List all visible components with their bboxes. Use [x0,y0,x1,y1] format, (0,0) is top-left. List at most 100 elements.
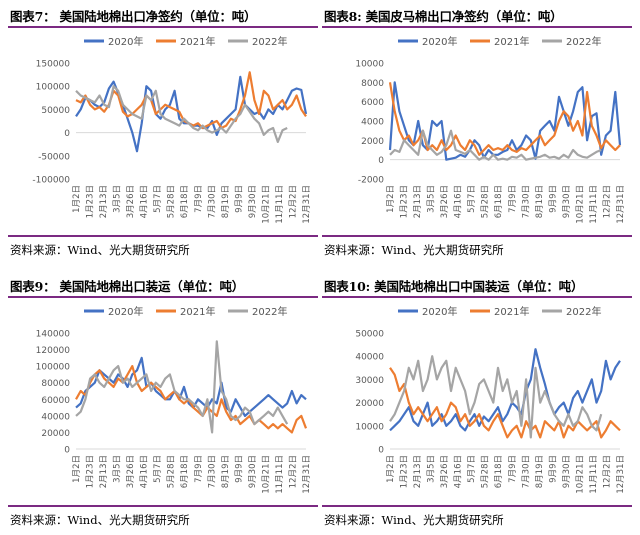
x-tick-label: 1月2日 [72,185,82,213]
x-tick-label: 7月9日 [508,185,518,213]
x-tick-label: 3月26日 [440,455,450,488]
chart-title: 图表9： 美国陆地棉出口装运（单位：吨） [10,279,245,294]
y-tick-label: 40000 [41,412,70,422]
x-tick-label: 9月30日 [248,185,258,218]
chart-title: 图表8: 美国皮马棉出口净签约（单位：吨） [324,9,563,24]
x-tick-label: 4月16日 [454,455,464,488]
source-note: 资料来源：Wind、光大期货研究所 [10,513,190,527]
x-tick-label: 1月23日 [400,455,410,488]
x-tick-label: 5月7日 [467,185,477,213]
x-tick-label: 6月18日 [180,455,190,488]
y-tick-label: 4000 [361,118,384,128]
x-tick-label: 6月18日 [494,185,504,218]
x-tick-label: 1月23日 [400,185,410,218]
y-tick-label: 40000 [355,353,384,363]
x-tick-label: 9月9日 [548,455,558,483]
x-tick-label: 1月23日 [86,455,96,488]
chart-title: 图表7： 美国陆地棉出口净签约（单位：吨） [10,9,257,24]
y-tick-label: 6000 [361,98,384,108]
x-tick-label: 3月26日 [126,185,136,218]
x-tick-label: 12月31日 [616,455,626,494]
x-tick-label: 7月9日 [194,455,204,483]
x-tick-label: 7月30日 [521,185,531,218]
x-tick-label: 5月28日 [167,185,177,218]
chart-panel-10: 图表10: 美国陆地棉出口中国装运（单位：吨） 2020年 2021年 2022年 0… [322,270,632,535]
source-divider [322,505,632,507]
x-tick-label: 7月9日 [194,185,204,213]
series-line-2020年 [75,356,307,417]
legend-label: 2020年 [422,305,457,318]
x-tick-label: 11月11日 [589,185,599,224]
y-tick-label: 140000 [36,330,71,340]
series-line-2020年 [389,348,621,432]
x-tick-label: 9月30日 [562,455,572,488]
source-divider [8,505,318,507]
x-tick-label: 5月28日 [481,185,491,218]
y-tick-label: 2000 [361,137,384,147]
x-tick-label: 1月2日 [72,455,82,483]
y-tick-label: 10000 [355,422,384,432]
x-tick-label: 12月31日 [616,185,626,224]
x-tick-label: 5月7日 [153,455,163,483]
series-line-2022年 [75,340,289,434]
y-tick-label: 0 [378,156,384,166]
x-tick-label: 9月9日 [234,185,244,213]
x-tick-label: 8月19日 [221,455,231,488]
x-tick-label: 7月30日 [207,455,217,488]
y-tick-label: 0 [378,446,384,456]
legend-label: 2021年 [180,305,215,318]
y-tick-label: 8000 [361,79,384,89]
x-tick-label: 3月5日 [113,185,123,213]
legend-label: 2021年 [494,35,529,48]
x-tick-label: 12月2日 [288,185,298,218]
x-tick-label: 11月11日 [275,185,285,224]
x-tick-label: 12月2日 [602,185,612,218]
y-tick-label: 100000 [36,83,71,93]
y-tick-label: 10000 [355,60,384,70]
x-tick-label: 2月13日 [413,185,423,218]
y-tick-label: 100000 [36,363,71,373]
x-tick-label: 3月5日 [427,455,437,483]
x-tick-label: 10月21日 [261,455,271,494]
series-line-2020年 [75,75,308,153]
legend-label: 2022年 [566,305,601,318]
title-divider [8,296,318,298]
legend-label: 2021年 [494,305,529,318]
x-tick-label: 4月16日 [140,185,150,218]
x-tick-label: 2月13日 [413,455,423,488]
x-tick-label: 1月23日 [86,185,96,218]
legend-label: 2020年 [108,305,143,318]
x-tick-label: 4月16日 [454,185,464,218]
chart-panel-9: 图表9： 美国陆地棉出口装运（单位：吨） 2020年 2021年 2022年 0 200… [8,270,318,535]
y-tick-label: -2000 [358,176,384,186]
x-tick-label: 5月28日 [481,455,491,488]
x-tick-label: 2月13日 [99,185,109,218]
source-note: 资料来源：Wind、光大期货研究所 [324,513,504,527]
line-chart: 2020年 2021年 2022年 -2000 0 2000 4000 6000 8000 100… [355,35,626,224]
x-tick-label: 6月18日 [494,455,504,488]
y-tick-label: 120000 [36,346,71,356]
legend-label: 2022年 [252,35,287,48]
y-tick-label: 20000 [355,399,384,409]
source-note: 资料来源：Wind、光大期货研究所 [324,243,504,257]
x-tick-label: 4月16日 [140,455,150,488]
series-line-2021年 [388,82,621,156]
x-tick-label: 12月2日 [602,455,612,488]
y-tick-label: -100000 [32,176,70,186]
title-divider [322,26,632,28]
x-tick-label: 6月18日 [180,185,190,218]
x-tick-label: 1月2日 [386,185,396,213]
x-tick-label: 11月11日 [589,455,599,494]
x-tick-label: 3月5日 [113,455,123,483]
y-tick-label: 150000 [36,60,71,70]
x-tick-label: 5月7日 [153,185,163,213]
source-divider [322,235,632,237]
x-tick-label: 7月9日 [508,455,518,483]
y-tick-label: 60000 [41,396,70,406]
x-tick-label: 3月26日 [440,185,450,218]
y-tick-label: 80000 [41,379,70,389]
y-tick-label: 30000 [355,376,384,386]
x-tick-label: 7月30日 [521,455,531,488]
x-tick-label: 7月30日 [207,185,217,218]
x-tick-label: 8月19日 [221,185,231,218]
